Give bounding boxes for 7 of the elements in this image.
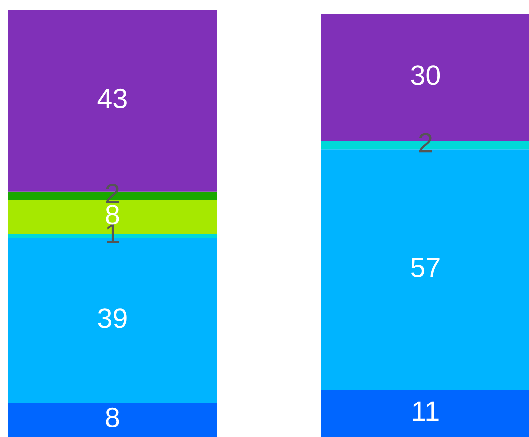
data-label: 30: [411, 66, 440, 86]
data-label: 8: [106, 205, 120, 225]
data-label: 8: [106, 408, 120, 428]
data-label: 39: [98, 308, 127, 328]
data-label: 43: [98, 88, 127, 109]
data-label: 57: [411, 258, 440, 278]
data-label: 11: [413, 402, 439, 421]
